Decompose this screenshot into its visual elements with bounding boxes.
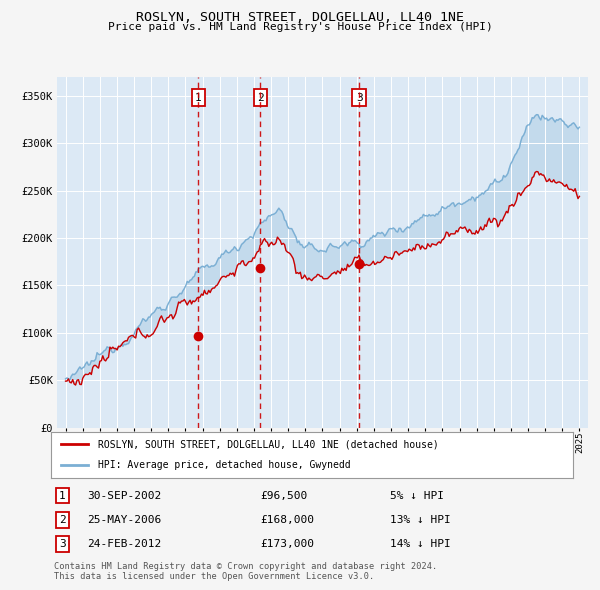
Text: 14% ↓ HPI: 14% ↓ HPI <box>391 539 451 549</box>
Text: 25-MAY-2006: 25-MAY-2006 <box>88 515 162 525</box>
Text: 2: 2 <box>59 515 66 525</box>
Text: 3: 3 <box>59 539 66 549</box>
Text: 13% ↓ HPI: 13% ↓ HPI <box>391 515 451 525</box>
Text: 24-FEB-2012: 24-FEB-2012 <box>88 539 162 549</box>
Text: ROSLYN, SOUTH STREET, DOLGELLAU, LL40 1NE (detached house): ROSLYN, SOUTH STREET, DOLGELLAU, LL40 1N… <box>98 440 439 450</box>
Text: £96,500: £96,500 <box>260 491 307 501</box>
Text: Contains HM Land Registry data © Crown copyright and database right 2024.
This d: Contains HM Land Registry data © Crown c… <box>54 562 437 581</box>
Text: ROSLYN, SOUTH STREET, DOLGELLAU, LL40 1NE: ROSLYN, SOUTH STREET, DOLGELLAU, LL40 1N… <box>136 11 464 24</box>
Text: 2: 2 <box>257 93 264 103</box>
Text: Price paid vs. HM Land Registry's House Price Index (HPI): Price paid vs. HM Land Registry's House … <box>107 22 493 32</box>
Text: £168,000: £168,000 <box>260 515 314 525</box>
Text: 5% ↓ HPI: 5% ↓ HPI <box>391 491 444 501</box>
Text: HPI: Average price, detached house, Gwynedd: HPI: Average price, detached house, Gwyn… <box>98 460 350 470</box>
Text: 3: 3 <box>356 93 362 103</box>
Text: 1: 1 <box>195 93 202 103</box>
Text: 1: 1 <box>59 491 66 501</box>
Text: 30-SEP-2002: 30-SEP-2002 <box>88 491 162 501</box>
Text: £173,000: £173,000 <box>260 539 314 549</box>
